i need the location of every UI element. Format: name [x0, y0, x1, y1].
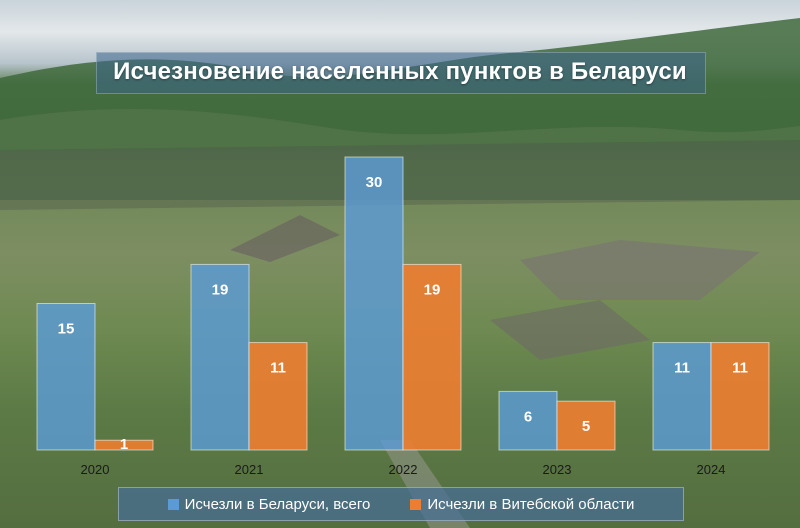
legend-item-belarus: Исчезли в Беларуси, всего — [167, 495, 371, 513]
bar-vitebsk-2021 — [248, 342, 308, 451]
data-label-belarus-2021: 19 — [212, 281, 229, 298]
bar-belarus-2024 — [652, 342, 712, 451]
legend: Исчезли в Беларуси, всего Исчезли в Вите… — [118, 487, 684, 521]
x-tick-label-2021: 2021 — [235, 462, 264, 477]
bar-belarus-2021 — [190, 263, 250, 451]
bar-vitebsk-2023 — [556, 400, 616, 451]
bar-vitebsk-2022 — [402, 263, 462, 451]
data-label-belarus-2023: 6 — [524, 408, 532, 425]
bar-belarus-2022 — [344, 156, 404, 451]
data-label-vitebsk-2024: 11 — [732, 360, 748, 377]
data-label-vitebsk-2021: 11 — [270, 360, 286, 377]
legend-label-belarus: Исчезли в Беларуси, всего — [184, 495, 371, 513]
x-tick-label-2024: 2024 — [697, 462, 726, 477]
bar-belarus-2020 — [36, 303, 96, 451]
x-tick-label-2023: 2023 — [543, 462, 572, 477]
legend-label-vitebsk: Исчезли в Витебской области — [427, 495, 635, 513]
x-tick-label-2022: 2022 — [389, 462, 418, 477]
data-label-vitebsk-2022: 19 — [424, 281, 441, 298]
bar-vitebsk-2020 — [94, 439, 154, 451]
data-label-belarus-2022: 30 — [366, 174, 383, 191]
data-label-vitebsk-2023: 5 — [582, 418, 590, 435]
data-label-belarus-2020: 15 — [58, 321, 75, 338]
title-box — [96, 52, 706, 94]
chart-title: Исчезновение населенных пунктов в Белару… — [113, 58, 687, 85]
legend-swatch-vitebsk — [410, 498, 422, 510]
legend-swatch-belarus — [167, 498, 179, 510]
legend-item-vitebsk: Исчезли в Витебской области — [410, 496, 634, 513]
bar-belarus-2023 — [498, 390, 558, 451]
bar-vitebsk-2024 — [710, 342, 770, 451]
data-label-belarus-2024: 11 — [674, 360, 690, 377]
data-label-vitebsk-2020: 1 — [120, 436, 128, 453]
x-tick-label-2020: 2020 — [81, 462, 110, 477]
